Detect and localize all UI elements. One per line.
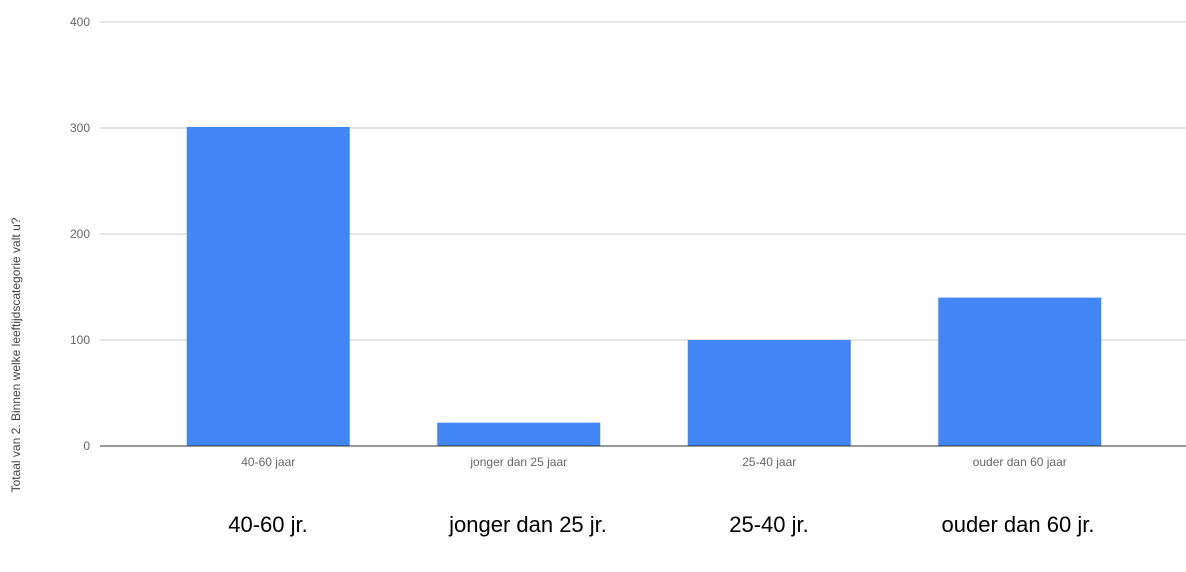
x-tick-label: ouder dan 60 jaar	[973, 455, 1067, 469]
x-axis-ticks: 40-60 jaar jonger dan 25 jaar 25-40 jaar ou…	[241, 455, 1067, 469]
x-tick-label: jonger dan 25 jaar	[469, 455, 567, 469]
footer-label: 40-60 jr.	[228, 512, 308, 537]
bar	[687, 340, 851, 446]
y-axis-ticks: 0 100 200 300 400	[70, 15, 90, 453]
y-tick-label: 300	[70, 121, 90, 135]
footer-label: jonger dan 25 jr.	[449, 512, 607, 537]
bars	[186, 126, 1102, 446]
footer-label: ouder dan 60 jr.	[941, 512, 1095, 537]
y-tick-label: 0	[83, 439, 90, 453]
y-axis-label: Totaal van 2. Binnen welke leeftijdscate…	[9, 217, 23, 492]
bar	[938, 297, 1102, 446]
y-tick-label: 200	[70, 227, 90, 241]
bar	[437, 422, 601, 446]
y-tick-label: 400	[70, 15, 90, 29]
y-tick-label: 100	[70, 333, 90, 347]
bar	[186, 126, 350, 446]
footer-label: 25-40 jr.	[729, 512, 809, 537]
x-tick-label: 40-60 jaar	[241, 455, 295, 469]
x-tick-label: 25-40 jaar	[742, 455, 796, 469]
